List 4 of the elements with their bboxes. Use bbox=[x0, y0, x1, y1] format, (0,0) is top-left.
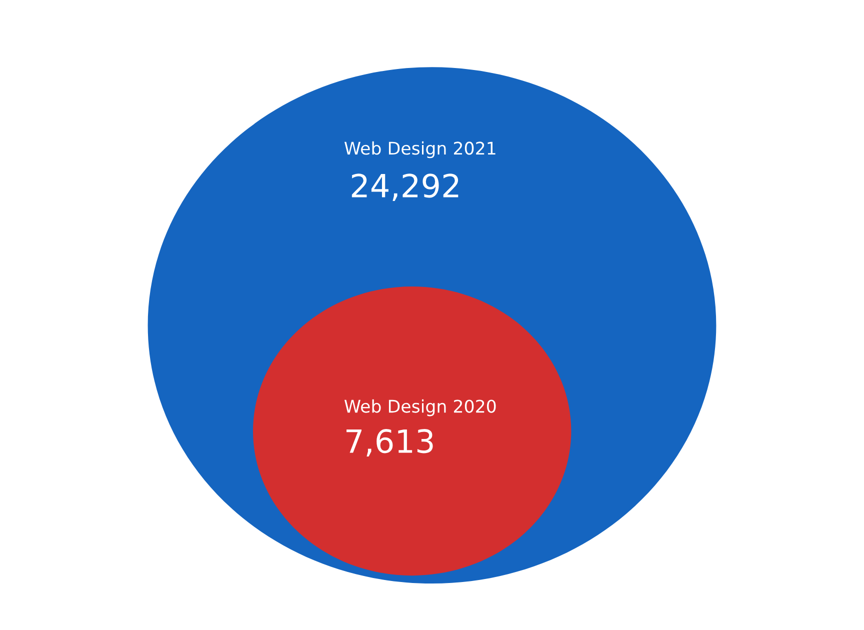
data-label: 24,292 bbox=[352, 174, 458, 202]
category-label: Web Design 2020 bbox=[344, 399, 496, 416]
category-label: Web Design 2021 bbox=[344, 141, 496, 158]
data-label: 7,613 bbox=[346, 429, 433, 456]
